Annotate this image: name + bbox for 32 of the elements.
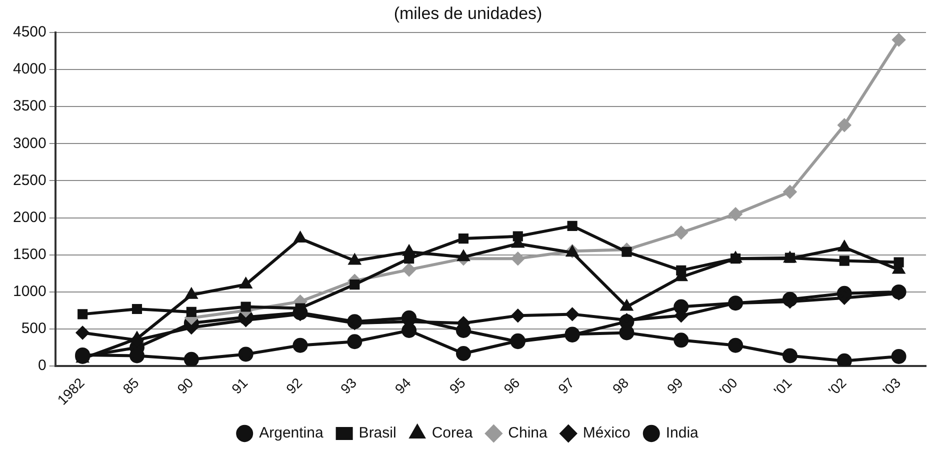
legend-label: Argentina <box>259 424 324 442</box>
x-tick-label: '02 <box>825 374 850 399</box>
y-tick-label: 4000 <box>12 60 46 78</box>
legend-label: China <box>508 424 548 442</box>
x-tick-label: 85 <box>120 374 142 397</box>
y-tick-label: 500 <box>21 320 46 338</box>
x-tick-label: 91 <box>228 374 251 397</box>
chart-title: (miles de unidades) <box>394 4 542 23</box>
legend-label: Corea <box>432 424 474 442</box>
y-tick-label: 0 <box>38 357 46 374</box>
x-tick-label: 99 <box>664 374 686 397</box>
x-tick-label: '03 <box>879 374 904 399</box>
x-tick-label: 96 <box>500 374 523 397</box>
x-tick-label: '01 <box>770 374 795 399</box>
y-tick-label: 1000 <box>12 283 46 300</box>
x-tick-label: 97 <box>554 374 578 397</box>
legend-label: Brasil <box>358 424 396 442</box>
x-tick-label: 92 <box>282 374 306 397</box>
x-tick-label: '00 <box>716 374 741 399</box>
y-tick-label: 2500 <box>12 172 46 189</box>
x-tick-label: 98 <box>609 374 632 397</box>
y-tick-label: 3000 <box>12 134 46 152</box>
x-tick-label: 95 <box>446 374 468 397</box>
y-tick-label: 1500 <box>12 246 46 264</box>
x-tick-label: 93 <box>337 374 360 397</box>
legend-label: India <box>666 424 700 442</box>
y-tick-label: 3500 <box>12 98 46 115</box>
legend-label: México <box>582 424 630 442</box>
x-tick-label: 94 <box>392 374 414 397</box>
x-tick-label: 90 <box>174 374 196 397</box>
y-tick-label: 4500 <box>12 24 46 41</box>
y-tick-label: 2000 <box>12 208 46 226</box>
